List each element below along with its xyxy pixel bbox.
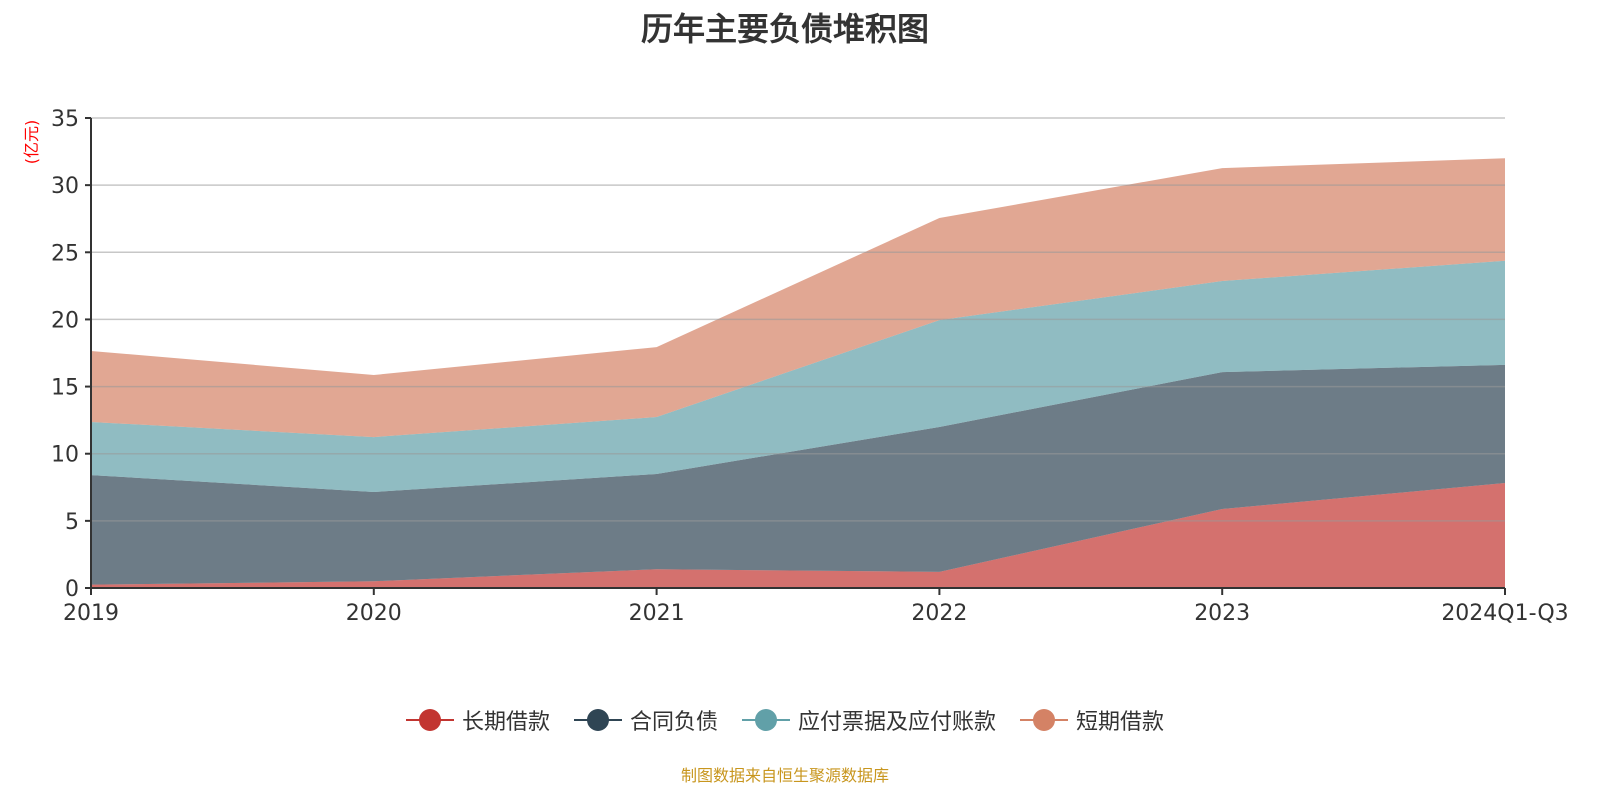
y-tick-label: 15	[51, 376, 79, 401]
x-tick-label: 2019	[63, 601, 119, 626]
x-tick-label: 2024Q1-Q3	[1441, 601, 1568, 626]
x-tick-label: 2021	[629, 601, 685, 626]
legend-label: 短期借款	[1076, 710, 1165, 735]
legend-marker-icon	[1020, 708, 1069, 732]
legend-item[interactable]: 应付票据及应付账款	[742, 704, 996, 736]
legend-item[interactable]: 长期借款	[405, 704, 550, 736]
chart-title: 历年主要负债堆积图	[640, 10, 929, 48]
legend-label: 应付票据及应付账款	[798, 710, 997, 735]
y-tick-label: 20	[51, 308, 79, 333]
legend-marker-icon	[573, 708, 622, 732]
legend-item[interactable]: 合同负债	[573, 704, 718, 736]
legend-marker-icon	[742, 708, 790, 732]
y-tick-label: 35	[51, 107, 79, 132]
y-axis-label: (亿元)	[22, 120, 41, 165]
x-tick-label: 2023	[1194, 601, 1250, 626]
x-tick-label: 2022	[911, 601, 967, 626]
y-tick-label: 0	[65, 577, 79, 602]
stacked-area-chart: 0 5 10 15 20 25 30 35 2019 2020 2021 2022 2023 2024Q1…	[22, 107, 1569, 626]
legend-marker-icon	[405, 708, 454, 732]
area-series-3	[91, 158, 1505, 438]
legend-item[interactable]: 短期借款	[1020, 704, 1164, 736]
y-tick-label: 5	[65, 510, 79, 535]
y-tick-label: 10	[51, 443, 79, 468]
legend-label: 合同负债	[629, 710, 718, 735]
source-note: 制图数据来自恒生聚源数据库	[680, 766, 889, 785]
area-series-0	[91, 482, 1505, 588]
legend: 长期借款 合同负债 应付票据及应付账款 短期借款	[0, 704, 1570, 736]
y-tick-label: 25	[51, 241, 79, 266]
y-tick-label: 30	[51, 174, 79, 199]
area-series-2	[91, 260, 1505, 492]
x-tick-label: 2020	[346, 601, 402, 626]
area-series-1	[91, 364, 1505, 585]
legend-label: 长期借款	[461, 710, 550, 735]
